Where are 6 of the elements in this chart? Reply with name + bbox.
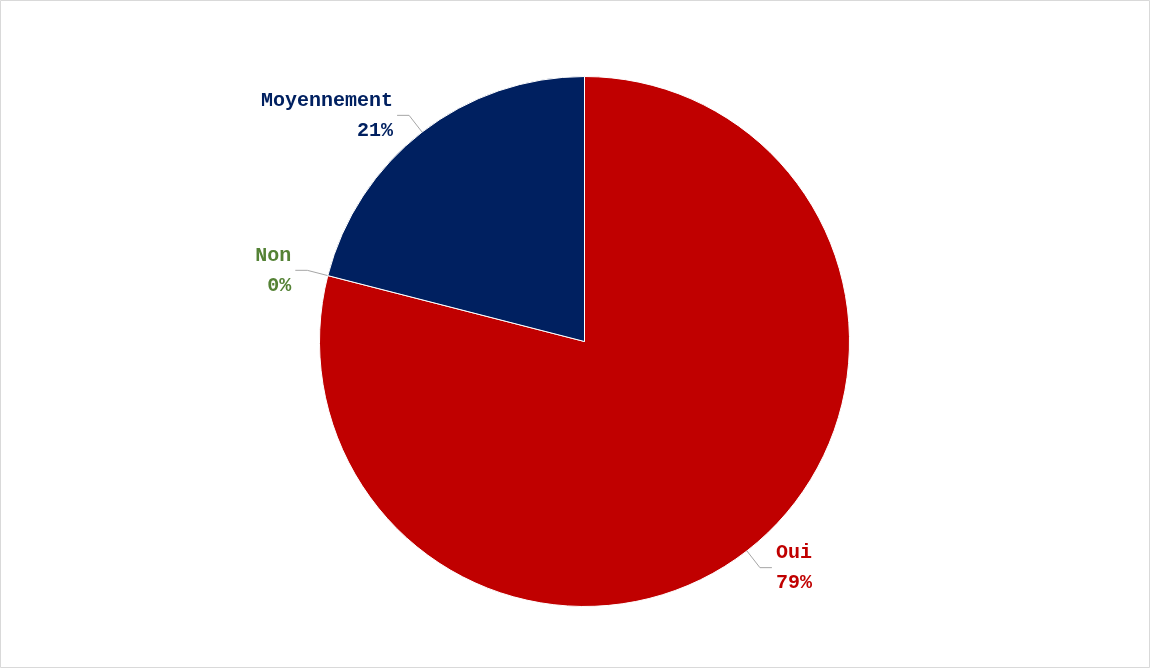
data-label: 79%: [775, 571, 813, 595]
slice-label: Moyennement: [261, 88, 394, 112]
data-label: 21%: [357, 118, 395, 142]
text: 0%: [267, 273, 292, 297]
category-label: Non: [255, 243, 292, 267]
slice-label: Oui: [775, 541, 812, 565]
